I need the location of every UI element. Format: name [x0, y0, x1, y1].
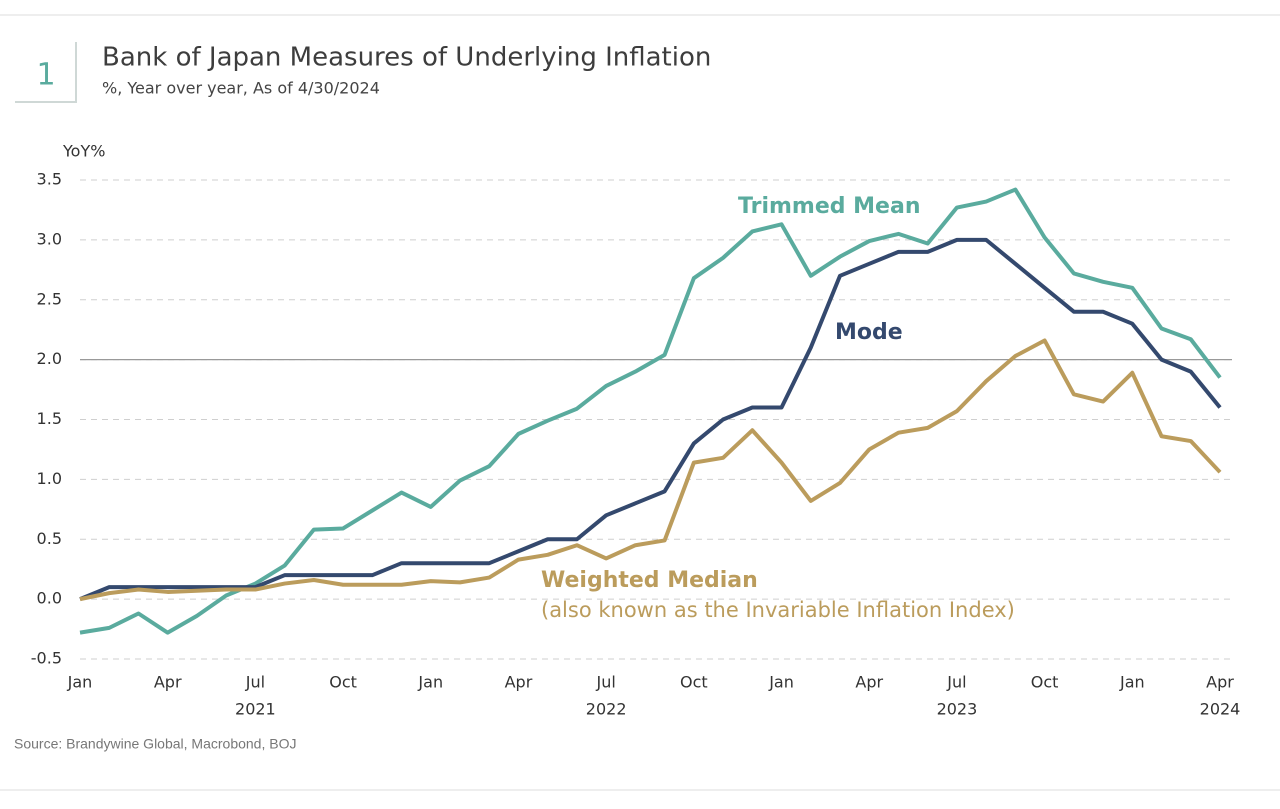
section-number: 1 — [36, 58, 55, 93]
y-tick-label: 1.0 — [37, 469, 62, 488]
x-tick-label: Apr — [505, 673, 533, 692]
y-tick-label: 3.5 — [37, 170, 62, 189]
x-year-label: 2022 — [586, 700, 627, 719]
y-tick-label: 3.0 — [37, 229, 62, 248]
x-year-label: 2023 — [937, 700, 978, 719]
x-year-label: 2021 — [235, 700, 276, 719]
x-tick-label: Oct — [680, 673, 708, 692]
x-year-label: 2024 — [1200, 700, 1241, 719]
x-tick-label: Apr — [855, 673, 883, 692]
x-tick-label: Jan — [1119, 673, 1145, 692]
series-note: (also known as the Invariable Inflation … — [541, 598, 1015, 622]
x-tick-label: Jan — [768, 673, 794, 692]
y-tick-label: 2.5 — [37, 289, 62, 308]
x-tick-label: Oct — [329, 673, 357, 692]
series-label: Mode — [835, 320, 903, 345]
chart-title: Bank of Japan Measures of Underlying Inf… — [102, 43, 711, 73]
x-tick-label: Jul — [245, 673, 265, 692]
y-tick-label: -0.5 — [31, 649, 62, 668]
y-axis-label: YoY% — [62, 142, 105, 161]
x-tick-label: Oct — [1031, 673, 1059, 692]
y-tick-label: 1.5 — [37, 409, 62, 428]
source: Source: Brandywine Global, Macrobond, BO… — [14, 736, 296, 752]
series-line — [79, 237, 1222, 601]
x-tick-label: Apr — [1206, 673, 1234, 692]
series-line — [79, 338, 1222, 602]
x-tick-label: Jul — [595, 673, 615, 692]
x-tick-label: Jan — [417, 673, 443, 692]
y-tick-label: 2.0 — [37, 349, 62, 368]
x-tick-label: Apr — [154, 673, 182, 692]
x-tick-label: Jul — [946, 673, 966, 692]
series-label: Trimmed Mean — [738, 194, 920, 219]
x-tick-label: Jan — [67, 673, 93, 692]
y-tick-label: 0.0 — [37, 589, 62, 608]
number-box — [15, 42, 77, 103]
series-line — [79, 187, 1222, 635]
chart-subtitle: %, Year over year, As of 4/30/2024 — [102, 79, 380, 98]
y-tick-label: 0.5 — [37, 529, 62, 548]
series-label: Weighted Median — [541, 568, 758, 593]
